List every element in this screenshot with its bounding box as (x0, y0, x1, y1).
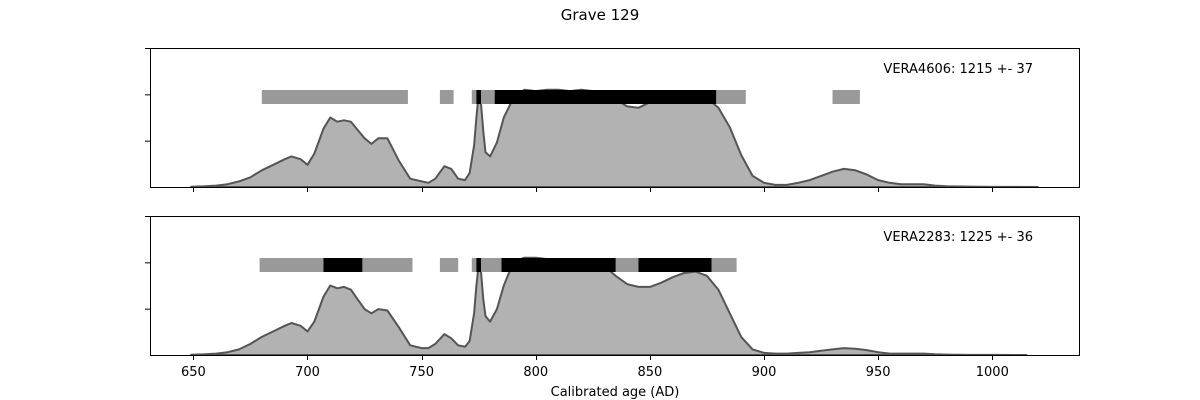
x-tick-label-7: 950 (866, 365, 891, 380)
panel-1-ranges (261, 90, 860, 104)
x-tick-label-5: 850 (637, 365, 662, 380)
panel-1-range68-bar-1 (476, 90, 481, 104)
panel-2-range68-bar-4 (638, 258, 712, 272)
x-axis-label: Calibrated age (AD) (551, 385, 680, 400)
panel-1-yticks (145, 48, 150, 142)
panel-1-label: VERA4606: 1215 +- 37 (883, 62, 1033, 77)
panel-2-density-curve (190, 256, 1028, 356)
x-tick-label-8: 1000 (976, 365, 1009, 380)
x-tick-label-6: 900 (752, 365, 777, 380)
panel-2-yticks (145, 216, 150, 310)
panel-2-xticks (193, 355, 993, 360)
panel-2-label: VERA2283: 1225 +- 36 (883, 230, 1033, 245)
panel-2-range68-bar-1 (323, 258, 363, 272)
panel-2-range68-bar-2 (476, 258, 481, 272)
chart-title: Grave 129 (561, 6, 640, 24)
x-tick-label-2: 700 (295, 365, 320, 380)
panel-1-density-curve (190, 88, 1039, 188)
panel-2-range68-bar-3 (501, 258, 616, 272)
panel-1-range95-bar-3 (471, 90, 495, 104)
x-tick-label-3: 750 (409, 365, 434, 380)
panel-2: 650 700 750 800 850 900 950 1000 VERA2283: 1225… (145, 216, 1080, 380)
panel-1-range95-bar-1 (261, 90, 408, 104)
panel-1-range95-bar-2 (439, 90, 454, 104)
x-tick-label-1: 650 (181, 365, 206, 380)
panel-1-range68-bar-2 (494, 90, 717, 104)
panel-2-range95-bar-2 (439, 258, 459, 272)
x-tick-label-4: 800 (523, 365, 548, 380)
panel-1-range95-bar-5 (832, 90, 860, 104)
panel-2-density (190, 256, 1028, 356)
panel-1-density (190, 88, 1039, 188)
x-tick-labels: 650 700 750 800 850 900 950 1000 (181, 365, 1009, 380)
panel-1-xticks (193, 187, 993, 192)
panel-2-ranges (259, 258, 737, 272)
panel-1: VERA4606: 1215 +- 37 (145, 48, 1080, 192)
panel-1-frame (150, 48, 1080, 188)
panel-2-frame (150, 216, 1080, 356)
